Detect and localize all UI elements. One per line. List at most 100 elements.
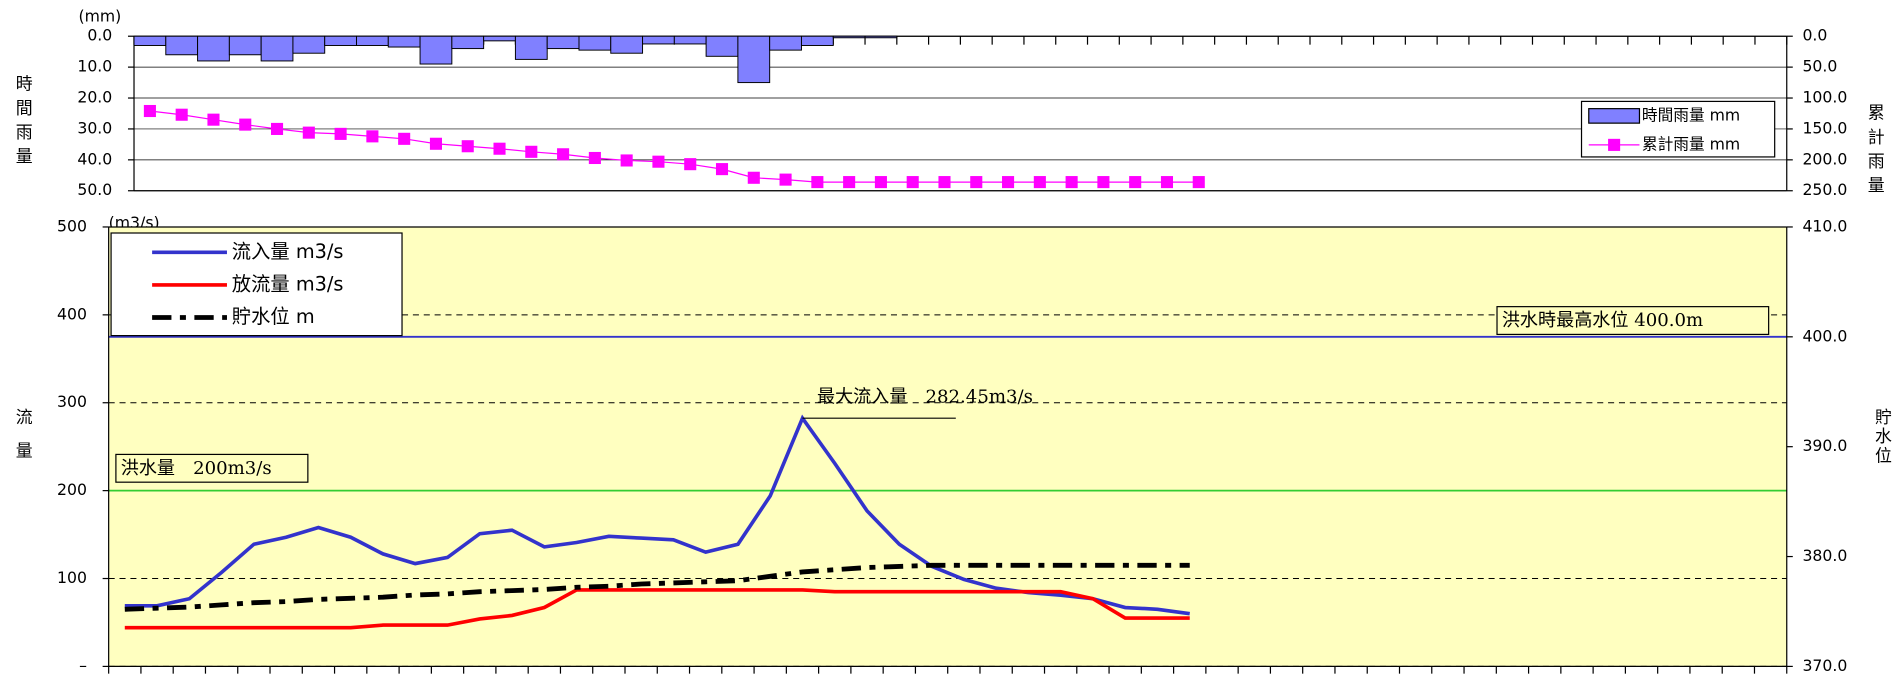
- marker: [1160, 176, 1174, 189]
- bar: [546, 35, 580, 50]
- y2-tick-label: 50.0: [1802, 57, 1837, 76]
- bar: [514, 35, 548, 60]
- bar: [832, 35, 866, 39]
- marker: [271, 122, 284, 135]
- y-axis-label: 時間雨量: [13, 75, 33, 172]
- bar: [133, 35, 167, 46]
- y-tick-label: 200: [57, 480, 87, 499]
- y2-tick-label: 200.0: [1802, 149, 1847, 168]
- bar: [419, 35, 453, 65]
- bar: [165, 35, 199, 56]
- marker: [1192, 176, 1205, 189]
- bar: [356, 35, 389, 46]
- marker: [239, 118, 252, 131]
- bar: [578, 35, 612, 51]
- reference-label-box: [1496, 306, 1770, 336]
- bar: [610, 35, 644, 54]
- y-tick-label: –: [79, 656, 87, 675]
- y2-tick-label: 100.0: [1802, 88, 1847, 107]
- bar: [324, 35, 357, 46]
- marker: [493, 142, 506, 155]
- bar: [387, 35, 421, 48]
- y-tick-label: 400: [57, 304, 87, 323]
- y2-tick-label: 370.0: [1802, 656, 1847, 675]
- marker: [620, 154, 633, 167]
- bar: [737, 35, 771, 84]
- marker: [715, 163, 729, 176]
- y-tick-label: 30.0: [77, 118, 112, 137]
- marker: [557, 148, 570, 161]
- y2-axis-label: 累計雨量: [1865, 104, 1885, 201]
- reference-label-box: [115, 453, 309, 483]
- bar: [769, 35, 802, 51]
- marker: [1065, 176, 1078, 189]
- marker: [843, 176, 856, 189]
- bar: [451, 35, 485, 50]
- marker: [1129, 176, 1142, 189]
- bar: [228, 35, 262, 56]
- marker: [429, 137, 442, 150]
- y-tick-label: 300: [57, 392, 87, 411]
- marker: [1033, 176, 1046, 189]
- legend-swatch: [1588, 108, 1641, 124]
- legend-label: 貯水位 m: [232, 305, 315, 328]
- legend-swatch: [1608, 138, 1621, 151]
- marker: [1097, 176, 1110, 189]
- marker: [970, 176, 983, 189]
- marker: [461, 140, 474, 153]
- marker: [143, 104, 156, 118]
- marker: [398, 132, 411, 145]
- y-tick-label: 100: [57, 568, 87, 587]
- bar: [260, 35, 294, 62]
- bar: [864, 35, 898, 39]
- y2-tick-label: 150.0: [1802, 118, 1847, 137]
- marker: [525, 145, 538, 158]
- y-tick-label: 500: [57, 216, 87, 235]
- marker: [684, 158, 697, 171]
- bar: [705, 35, 739, 57]
- y-axis-label: 流量: [13, 408, 33, 476]
- y2-tick-label: 400.0: [1802, 326, 1847, 345]
- y2-tick-label: 410.0: [1802, 216, 1847, 235]
- marker: [207, 113, 220, 126]
- reference-label: 洪水量 200m3/s: [121, 458, 272, 479]
- marker: [938, 176, 951, 189]
- marker: [874, 176, 887, 189]
- marker: [588, 151, 601, 165]
- marker: [652, 155, 665, 168]
- y2-axis-label: 貯水位: [1872, 408, 1892, 466]
- marker: [906, 176, 919, 189]
- series-line: [124, 562, 1190, 612]
- marker: [302, 126, 315, 139]
- legend-label: 累計雨量 mm: [1642, 134, 1740, 153]
- y2-tick-label: 250.0: [1802, 180, 1847, 199]
- bar: [483, 35, 516, 42]
- bar: [673, 35, 707, 45]
- marker: [175, 108, 188, 121]
- y2-tick-label: 0.0: [1802, 26, 1827, 45]
- y-tick-label: 0.0: [87, 26, 112, 45]
- unit-label: (mm): [78, 6, 121, 25]
- y-tick-label: 50.0: [77, 180, 112, 199]
- series-line: [149, 110, 1199, 183]
- marker: [334, 127, 347, 140]
- marker: [779, 173, 792, 186]
- marker: [366, 130, 379, 143]
- y2-tick-label: 390.0: [1802, 436, 1847, 455]
- marker: [747, 171, 760, 184]
- bar: [292, 35, 326, 54]
- marker: [1002, 176, 1015, 189]
- bar: [800, 35, 834, 46]
- bar: [197, 35, 230, 62]
- y-tick-label: 40.0: [77, 149, 112, 168]
- plot-area: [134, 36, 1787, 191]
- marker: [811, 176, 824, 189]
- bar: [642, 35, 675, 45]
- legend-label: 時間雨量 mm: [1642, 105, 1740, 124]
- reference-label: 洪水時最高水位 400.0m: [1502, 310, 1703, 331]
- series-line: [124, 588, 1190, 630]
- y-tick-label: 10.0: [77, 57, 112, 76]
- legend-label: 流入量 m3/s: [232, 240, 344, 263]
- annotation: 最大流入量 282.45m3/s: [817, 387, 1033, 408]
